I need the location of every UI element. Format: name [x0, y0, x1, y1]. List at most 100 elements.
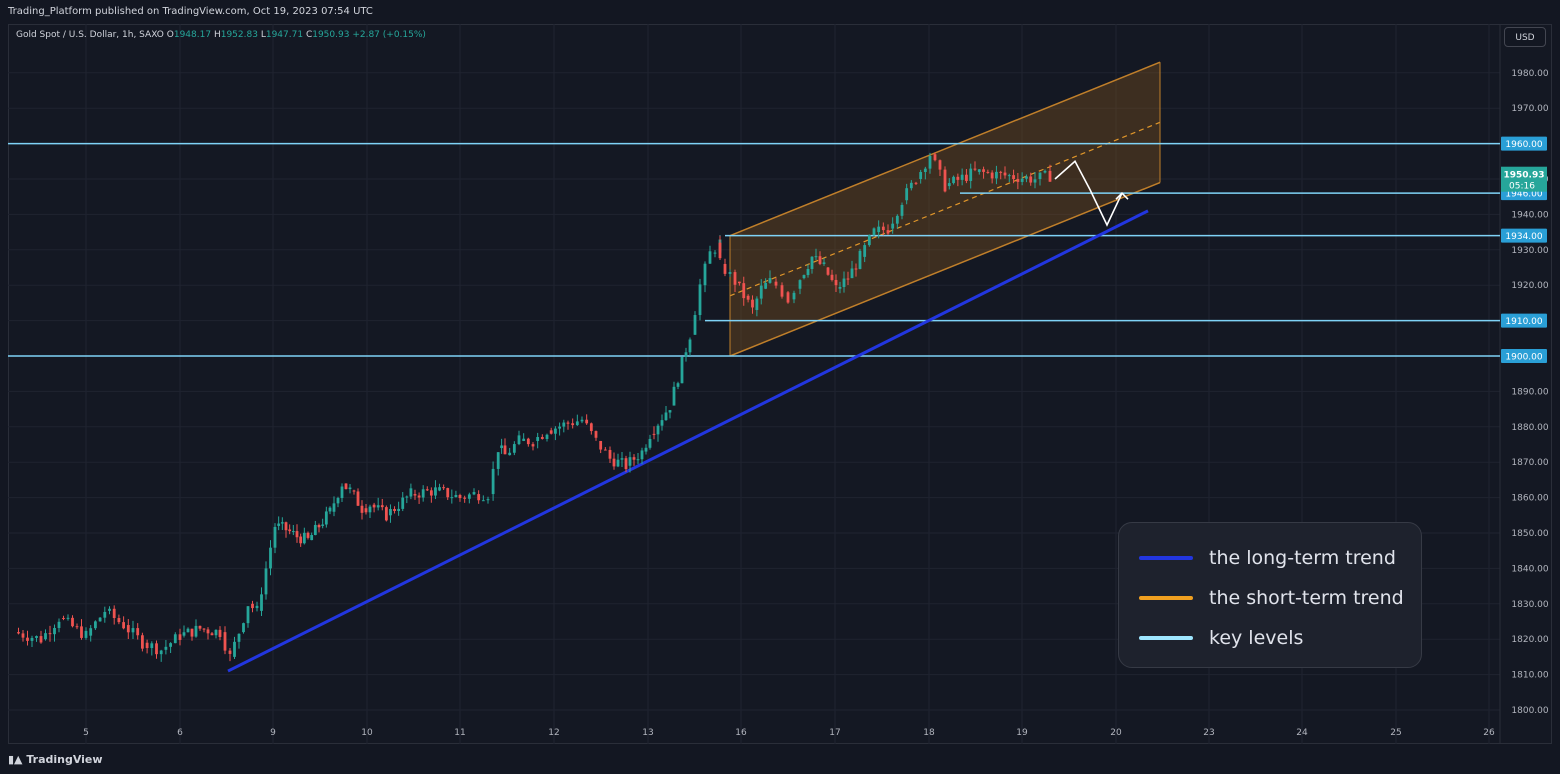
candle-body — [648, 438, 652, 448]
candle-body — [952, 176, 955, 184]
candle-body — [194, 625, 198, 637]
x-tick-label: 12 — [548, 728, 559, 738]
candle-body — [982, 169, 985, 172]
tv-icon: ▮▲ — [8, 753, 27, 766]
countdown-label: 05:16 — [1509, 182, 1535, 192]
candle-body — [708, 251, 712, 264]
x-tick-label: 17 — [829, 728, 840, 738]
candle-body — [458, 495, 462, 499]
published-text: Trading_Platform published on TradingVie… — [8, 6, 373, 17]
candle-body — [397, 508, 401, 511]
candle-body — [780, 285, 784, 297]
candle-body — [644, 447, 648, 452]
long-trend-swatch — [1139, 556, 1193, 560]
key-level-tag-label: 1900.00 — [1505, 353, 1542, 363]
channel-lower-line — [729, 181, 1161, 357]
candle-body — [356, 491, 360, 506]
y-tick-label: 1810.00 — [1511, 671, 1548, 681]
x-tick-label: 16 — [735, 728, 747, 738]
candle-body — [698, 284, 702, 316]
candle-body — [589, 423, 593, 432]
candle-body — [881, 226, 885, 231]
symbol-name: Gold Spot / U.S. Dollar, 1h, SAXO — [16, 30, 164, 40]
candle-body — [288, 529, 292, 532]
candle-body — [575, 421, 579, 426]
y-tick-label: 1820.00 — [1511, 635, 1548, 645]
candle-body — [834, 279, 838, 286]
candle-body — [425, 489, 429, 491]
y-tick-label: 1890.00 — [1511, 387, 1548, 397]
candle-body — [1020, 178, 1024, 182]
tradingview-logo[interactable]: ▮▲ TradingView — [8, 753, 103, 766]
candle-body — [612, 458, 616, 467]
candle-body — [664, 412, 668, 421]
candle-body — [306, 532, 310, 538]
candle-body — [603, 449, 607, 451]
legend-box: the long-term trend the short-term trend… — [1118, 522, 1422, 668]
candle-body — [30, 637, 34, 641]
y-tick-label: 1840.00 — [1511, 564, 1548, 574]
published-banner: Trading_Platform published on TradingVie… — [0, 0, 1560, 24]
candle-body — [1029, 176, 1033, 183]
high-label: H — [213, 30, 221, 40]
candle-body — [344, 483, 348, 490]
candle-body — [429, 490, 433, 496]
candle-body — [668, 410, 672, 413]
candle-body — [969, 168, 973, 181]
x-tick-label: 18 — [923, 728, 935, 738]
candle-body — [802, 275, 806, 279]
candle-body — [242, 623, 245, 633]
candle-body — [891, 223, 895, 229]
candle-body — [909, 182, 913, 189]
candle-body — [608, 449, 612, 459]
candle-body — [66, 617, 70, 619]
candle-body — [348, 487, 352, 490]
candle-body — [206, 629, 210, 634]
candle-body — [328, 507, 332, 512]
key-level-tag-label: 1910.00 — [1505, 317, 1542, 327]
candle-body — [291, 531, 295, 533]
candle-body — [393, 508, 396, 511]
candle-body — [98, 617, 102, 622]
candle-body — [94, 621, 97, 629]
candle-body — [566, 422, 570, 424]
candle-body — [522, 438, 526, 441]
candle-body — [742, 283, 746, 299]
candle-body — [340, 486, 344, 499]
candle-body — [44, 633, 47, 640]
candle-body — [684, 352, 688, 357]
candle-body — [531, 444, 535, 447]
candle-body — [640, 450, 644, 460]
candle-body — [299, 536, 303, 544]
candle-body — [792, 292, 796, 300]
candle-body — [380, 505, 384, 508]
candle-body — [540, 437, 544, 439]
candle-body — [636, 459, 640, 461]
candle-body — [438, 487, 441, 491]
candle-body — [122, 622, 125, 629]
candle-body — [210, 633, 214, 636]
currency-button[interactable]: USD — [1504, 27, 1546, 47]
candle-body — [594, 431, 598, 438]
short-trend-swatch — [1139, 596, 1193, 600]
candle-body — [472, 492, 476, 495]
change-value: +2.87 (+0.15%) — [352, 30, 426, 40]
candle-body — [850, 268, 854, 279]
candle-body — [324, 511, 328, 525]
candle-body — [1007, 175, 1011, 177]
candle-body — [503, 445, 507, 455]
candle-body — [728, 272, 732, 274]
candle-body — [549, 430, 553, 434]
candle-body — [84, 630, 88, 638]
candle-body — [159, 650, 163, 655]
candle-body — [255, 605, 259, 609]
candle-body — [986, 171, 990, 173]
candle-body — [284, 522, 288, 531]
candle-body — [463, 497, 467, 499]
candle-body — [198, 625, 202, 629]
candle-body — [723, 263, 727, 274]
candle-body — [421, 489, 425, 498]
legend-label-short-trend: the short-term trend — [1209, 587, 1404, 609]
candle-body — [919, 172, 923, 179]
candle-body — [943, 169, 947, 192]
